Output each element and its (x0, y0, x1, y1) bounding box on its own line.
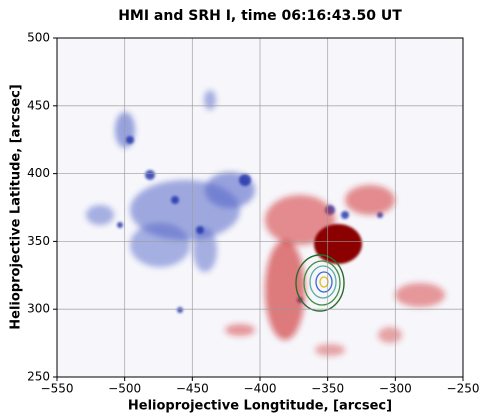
x-tick-label: −300 (379, 382, 412, 396)
x-axis-label: Helioprojective Longtitude, [arcsec] (128, 399, 392, 414)
x-tick-label: −500 (108, 382, 141, 396)
x-tick-label: −400 (244, 382, 277, 396)
y-tick-label: 250 (27, 370, 50, 384)
x-tick-label: −350 (311, 382, 344, 396)
sunspot (314, 224, 362, 264)
srh-contours (295, 254, 345, 312)
y-tick-label: 500 (27, 31, 50, 45)
y-tick-label: 400 (27, 166, 50, 180)
x-tick-label: −550 (41, 382, 74, 396)
y-tick-label: 450 (27, 98, 50, 112)
y-axis-label: Helioprojective Latitude, [arcsec] (9, 84, 24, 329)
x-tick-label: −250 (447, 382, 479, 396)
plot-frame (56, 37, 464, 378)
negative-polarity (86, 90, 255, 272)
positive-polarity (225, 185, 445, 356)
chart-title: HMI and SRH I, time 06:16:43.50 UT (118, 8, 402, 24)
y-tick-label: 350 (27, 234, 50, 248)
y-tick-label: 300 (27, 302, 50, 316)
x-tick-label: −450 (176, 382, 209, 396)
